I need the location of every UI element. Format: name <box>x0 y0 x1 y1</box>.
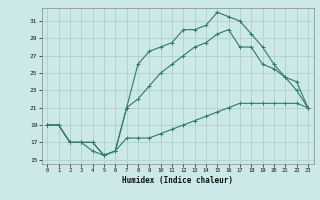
X-axis label: Humidex (Indice chaleur): Humidex (Indice chaleur) <box>122 176 233 185</box>
